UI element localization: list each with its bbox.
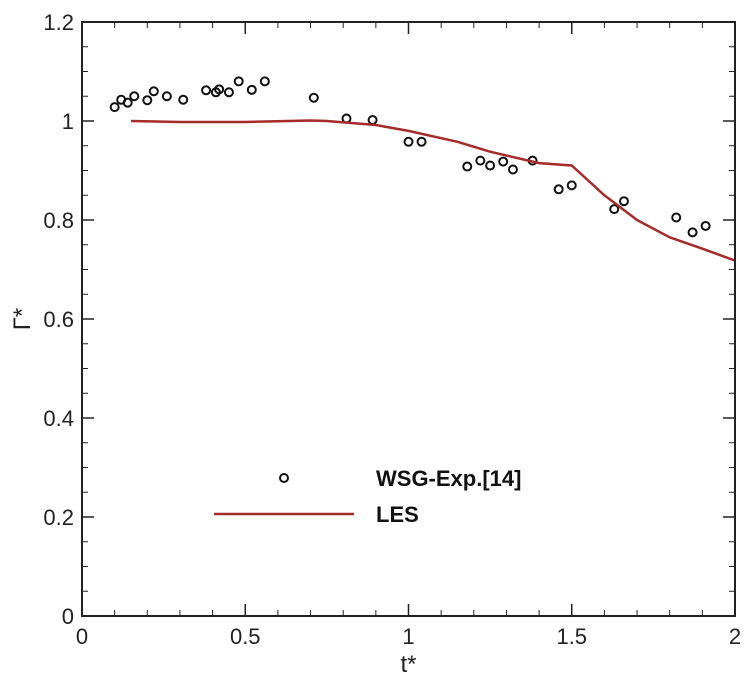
x-tick-label: 1.5 xyxy=(556,624,587,649)
y-axis-title: Γ* xyxy=(9,308,36,331)
data-point xyxy=(618,196,629,207)
data-point xyxy=(122,97,133,108)
data-point xyxy=(161,91,172,102)
x-tick-label: 0 xyxy=(76,624,88,649)
x-tick-label: 2 xyxy=(729,624,741,649)
y-tick-label: 0.6 xyxy=(43,307,74,332)
data-point xyxy=(553,184,564,195)
data-point xyxy=(142,95,153,106)
data-point xyxy=(403,136,414,147)
data-point xyxy=(485,160,496,171)
y-tick-label: 0 xyxy=(62,604,74,629)
data-point xyxy=(671,212,682,223)
data-layer xyxy=(109,76,736,262)
data-point xyxy=(214,84,225,95)
data-point xyxy=(129,91,140,102)
legend-label: WSG-Exp.[14] xyxy=(376,466,521,491)
y-tick-label: 0.2 xyxy=(43,505,74,530)
data-point xyxy=(475,155,486,166)
data-point xyxy=(700,220,711,231)
data-point xyxy=(498,156,509,167)
les-line xyxy=(130,119,736,262)
data-point xyxy=(687,227,698,238)
x-tick-label: 1 xyxy=(402,624,414,649)
y-tick-label: 1.2 xyxy=(43,10,74,35)
data-point xyxy=(201,85,212,96)
data-point xyxy=(609,204,620,215)
data-point xyxy=(308,92,319,103)
data-point xyxy=(462,161,473,172)
legend: WSG-Exp.[14] LES xyxy=(214,466,521,527)
data-point xyxy=(566,180,577,191)
legend-marker-swatch xyxy=(279,473,289,483)
data-point xyxy=(223,87,234,98)
x-tick-label: 0.5 xyxy=(230,624,261,649)
data-point xyxy=(178,94,189,105)
y-tick-label: 0.4 xyxy=(43,406,74,431)
data-point xyxy=(416,136,427,147)
data-point xyxy=(233,76,244,87)
y-tick-label: 0.8 xyxy=(43,208,74,233)
data-point xyxy=(259,76,270,87)
data-point xyxy=(109,102,120,113)
data-point xyxy=(246,84,257,95)
data-point xyxy=(148,86,159,97)
y-tick-label: 1 xyxy=(62,109,74,134)
x-axis-title: t* xyxy=(400,651,416,678)
data-point xyxy=(507,164,518,175)
labels-layer: 0 0.5 1 1.5 2 0 0.2 0.4 0.6 0.8 1 1.2 t* Γ* xyxy=(9,10,741,678)
plot-frame xyxy=(81,21,736,617)
legend-label: LES xyxy=(376,502,419,527)
